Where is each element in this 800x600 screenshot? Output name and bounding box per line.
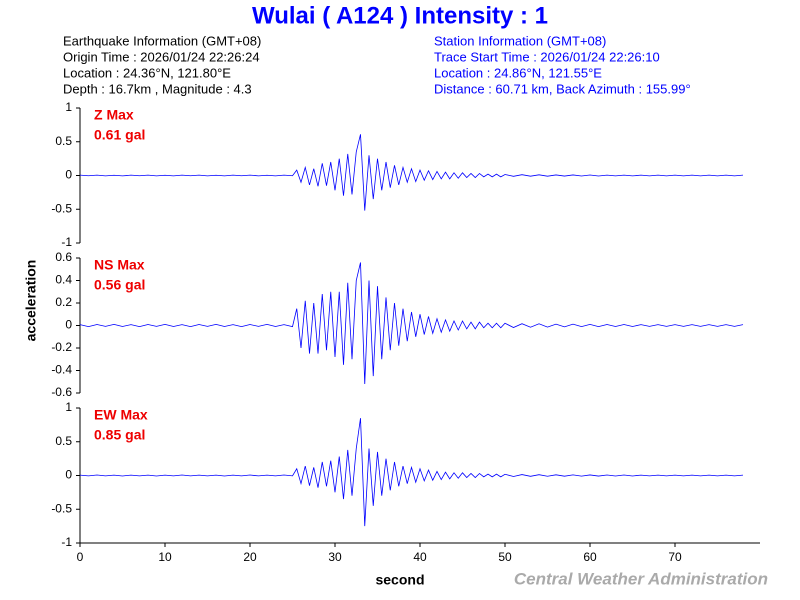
x-tick-label: 10: [158, 550, 172, 564]
y-tick-label: -0.4: [51, 363, 72, 377]
annotation: 0.61 gal: [94, 127, 145, 143]
x-tick-label: 30: [328, 550, 342, 564]
x-axis-label: second: [375, 572, 424, 588]
annotation: EW Max: [94, 407, 148, 423]
earthquake-info: Origin Time : 2026/01/24 22:26:24: [63, 49, 260, 64]
earthquake-info: Earthquake Information (GMT+08): [63, 33, 261, 48]
y-tick-label: -0.2: [51, 340, 72, 354]
y-axis-label: acceleration: [23, 260, 39, 342]
y-tick-label: 0: [65, 318, 72, 332]
y-tick-label: 1: [65, 400, 72, 414]
waveform: [79, 418, 744, 527]
x-tick-label: 70: [668, 550, 682, 564]
x-tick-label: 60: [583, 550, 597, 564]
y-tick-label: 0: [65, 468, 72, 482]
footer: Central Weather Administration: [514, 569, 768, 588]
y-tick-label: -1: [61, 235, 72, 249]
y-tick-label: 0.6: [55, 250, 72, 264]
x-tick-label: 0: [77, 550, 84, 564]
y-tick-label: -0.5: [51, 201, 72, 215]
y-tick-label: 0.5: [55, 134, 72, 148]
y-tick-label: 1: [65, 100, 72, 114]
station-info: Trace Start Time : 2026/01/24 22:26:10: [434, 49, 660, 64]
x-tick-label: 20: [243, 550, 257, 564]
x-tick-label: 50: [498, 550, 512, 564]
chart-title: Wulai ( A124 ) Intensity : 1: [252, 2, 548, 29]
y-tick-label: 0.5: [55, 434, 72, 448]
y-tick-label: -1: [61, 535, 72, 549]
y-tick-label: 0.2: [55, 295, 72, 309]
annotation: NS Max: [94, 257, 145, 273]
station-info: Distance : 60.71 km, Back Azimuth : 155.…: [434, 81, 691, 96]
y-tick-label: -0.6: [51, 385, 72, 399]
waveform: [79, 134, 744, 211]
station-info: Location : 24.86°N, 121.55°E: [434, 65, 602, 80]
y-tick-label: 0.4: [55, 273, 72, 287]
y-tick-label: 0: [65, 168, 72, 182]
y-tick-label: -0.5: [51, 501, 72, 515]
x-tick-label: 40: [413, 550, 427, 564]
annotation: Z Max: [94, 107, 134, 123]
earthquake-info: Depth : 16.7km , Magnitude : 4.3: [63, 81, 252, 96]
annotation: 0.85 gal: [94, 427, 145, 443]
earthquake-info: Location : 24.36°N, 121.80°E: [63, 65, 231, 80]
annotation: 0.56 gal: [94, 277, 145, 293]
station-info: Station Information (GMT+08): [434, 33, 606, 48]
waveform: [79, 262, 744, 385]
